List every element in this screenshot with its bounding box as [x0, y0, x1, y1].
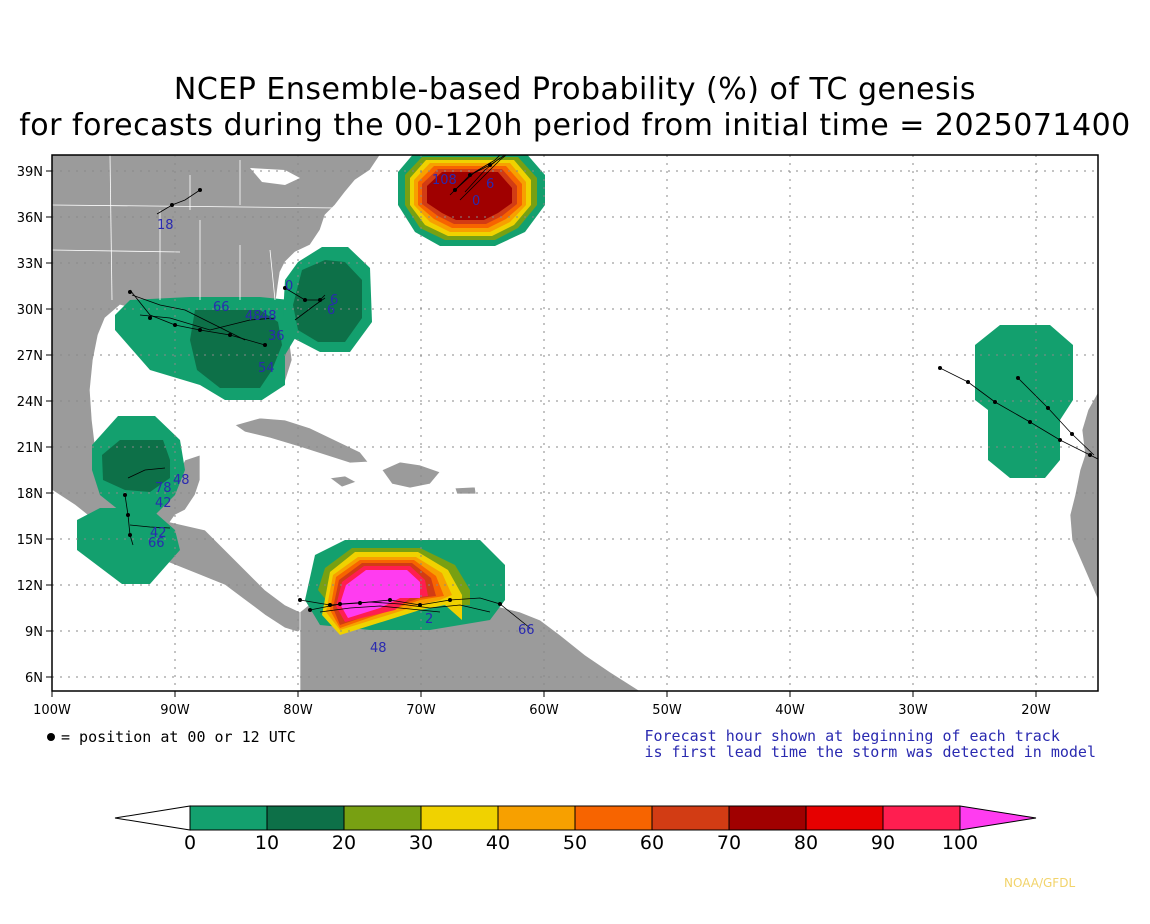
lat-label: 30N [17, 303, 43, 318]
colorbar-tick: 90 [871, 832, 895, 854]
lon-labels: 100W 90W 80W 70W 60W 50W 40W 30W 20W [33, 703, 1051, 718]
position-legend: = position at 00 or 12 UTC [47, 728, 296, 746]
lat-label: 18N [17, 487, 43, 502]
track-label: 2 [425, 612, 433, 627]
colorbar [114, 805, 1037, 831]
prob-campeche-10 [102, 440, 170, 492]
colorbar-tick: 50 [563, 832, 587, 854]
lat-label: 15N [17, 533, 43, 548]
track-label: 0 [472, 194, 480, 209]
lat-label: 6N [25, 671, 43, 686]
land-africa [1069, 391, 1098, 601]
colorbar-swatch [728, 805, 807, 831]
grid-lines [52, 155, 1098, 691]
track-label: 108 [432, 173, 457, 188]
lat-label: 12N [17, 579, 43, 594]
land-cuba [234, 417, 369, 464]
track-label: 6 [486, 177, 494, 192]
colorbar-swatch [805, 805, 884, 831]
lon-label: 50W [652, 703, 682, 718]
track-label: 48 [260, 309, 277, 324]
lat-label: 24N [17, 395, 43, 410]
land-hispaniola [381, 461, 441, 489]
colorbar-tick: 40 [486, 832, 510, 854]
colorbar-tick: 60 [640, 832, 664, 854]
lat-label: 27N [17, 349, 43, 364]
lon-label: 70W [406, 703, 436, 718]
track-dots [123, 163, 1092, 612]
track-label: 54 [258, 361, 275, 376]
position-dot-icon [47, 733, 55, 741]
prob-se-coast-10 [293, 260, 362, 342]
chart-title-line1: NCEP Ensemble-based Probability (%) of T… [173, 72, 977, 107]
track-label: 18 [157, 218, 174, 233]
great-lakes [250, 168, 300, 185]
track-label: 42 [150, 526, 167, 541]
colorbar-tick: 100 [942, 832, 978, 854]
lat-labels: 39N 36N 33N 30N 27N 24N 21N 18N 15N 12N … [17, 165, 43, 686]
lon-label: 30W [898, 703, 928, 718]
credit-label: NOAA/GFDL [1004, 876, 1076, 890]
lon-label: 80W [283, 703, 313, 718]
track-label: 6 [327, 303, 335, 318]
track-label: 78 [155, 481, 172, 496]
lat-label: 39N [17, 165, 43, 180]
lat-label: 36N [17, 211, 43, 226]
prob-carib-100 [340, 570, 420, 618]
colorbar-tick: 70 [717, 832, 741, 854]
map-content: 18 66 48 48 36 54 0 6 6 108 6 0 48 78 42… [52, 155, 1098, 691]
colorbar-swatch [266, 805, 345, 831]
axis-ticks [46, 170, 1037, 697]
lon-label: 20W [1021, 703, 1051, 718]
colorbar-tick: 10 [255, 832, 279, 854]
forecast-hour-note: Forecast hour shown at beginning of each… [644, 728, 1096, 760]
track-label: 36 [268, 329, 285, 344]
colorbar-tick: 20 [332, 832, 356, 854]
lon-label: 90W [160, 703, 190, 718]
chart-title-line2: for forecasts during the 00-120h period … [19, 108, 1131, 143]
position-legend-text: = position at 00 or 12 UTC [61, 728, 296, 746]
colorbar-swatch [574, 805, 653, 831]
colorbar-swatch-over [959, 805, 1037, 831]
lat-label: 9N [25, 625, 43, 640]
colorbar-swatch [189, 805, 268, 831]
prob-natl-80 [427, 172, 512, 220]
colorbar-swatch [420, 805, 499, 831]
colorbar-swatch [343, 805, 422, 831]
colorbar-ticks: 0 10 20 30 40 50 60 70 80 90 100 [184, 832, 978, 854]
colorbar-swatch [882, 805, 961, 831]
colorbar-swatch-under [114, 805, 191, 831]
lon-label: 40W [775, 703, 805, 718]
prob-eatl [975, 325, 1073, 478]
forecast-hour-note-line2: is first lead time the storm was detecte… [644, 743, 1096, 761]
lat-label: 33N [17, 257, 43, 272]
track-label: 66 [213, 300, 230, 315]
colorbar-tick: 80 [794, 832, 818, 854]
lon-label: 100W [33, 703, 71, 718]
map-frame [51, 154, 1099, 692]
track-label: 66 [148, 536, 165, 551]
track-label: 0 [285, 279, 293, 294]
state-borders [52, 155, 341, 301]
land-puerto-rico [454, 486, 477, 495]
land-jamaica [329, 475, 357, 488]
forecast-hour-note-line1: Forecast hour shown at beginning of each… [644, 727, 1060, 745]
colorbar-tick: 0 [184, 832, 196, 854]
lat-label: 21N [17, 441, 43, 456]
colorbar-tick: 30 [409, 832, 433, 854]
track-label: 66 [518, 623, 535, 638]
track-label: 42 [155, 496, 172, 511]
track-label: 6 [330, 293, 338, 308]
colorbar-swatch [651, 805, 730, 831]
track-label: 48 [370, 641, 387, 656]
track-label: 48 [245, 309, 262, 324]
lon-label: 60W [529, 703, 559, 718]
colorbar-swatch [497, 805, 576, 831]
track-labels: 18 66 48 48 36 54 0 6 6 108 6 0 48 78 42… [148, 173, 535, 656]
track-label: 48 [173, 473, 190, 488]
